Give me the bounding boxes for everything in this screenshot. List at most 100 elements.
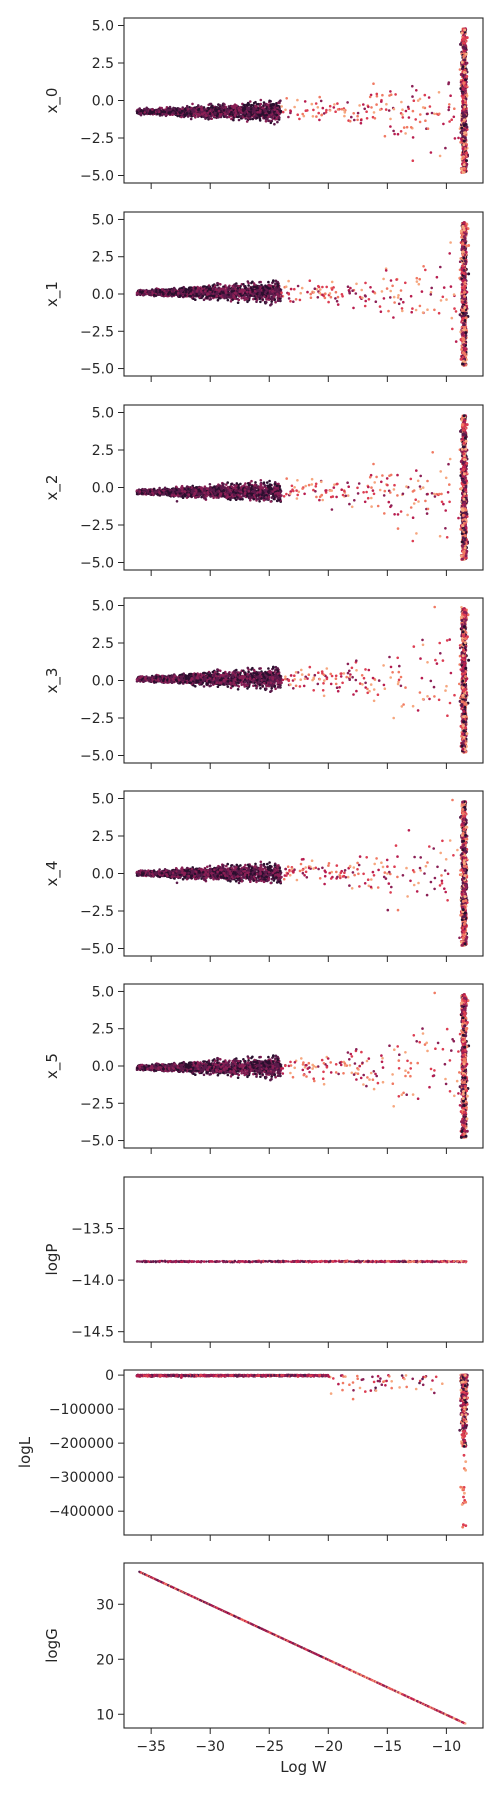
data-point [460, 31, 464, 35]
data-point [250, 290, 254, 293]
data-point [180, 289, 184, 293]
data-point [416, 99, 420, 102]
data-point [197, 108, 200, 112]
data-point [184, 294, 187, 297]
data-point [320, 113, 323, 117]
data-point [253, 292, 256, 295]
data-point [317, 111, 321, 115]
data-point [266, 286, 270, 290]
data-point [280, 105, 284, 108]
data-point [197, 104, 200, 107]
data-point [277, 287, 280, 290]
data-point [253, 116, 256, 119]
data-point [343, 114, 346, 118]
data-point [237, 108, 241, 112]
data-point [352, 112, 356, 115]
data-point [262, 101, 266, 104]
data-point [378, 305, 382, 308]
data-point [342, 108, 346, 112]
panel-x_0: 5.02.50.0−2.5−5.0x_0 [43, 17, 484, 189]
data-point [449, 94, 452, 97]
data-point [255, 289, 259, 292]
data-point [333, 103, 336, 106]
data-point [308, 279, 312, 283]
data-point [256, 111, 259, 114]
data-point [184, 291, 188, 294]
data-point [404, 132, 407, 135]
data-point [417, 282, 421, 286]
y-tick-label: 2.5 [92, 56, 114, 72]
data-point [363, 304, 367, 308]
data-point [368, 95, 372, 99]
data-point [428, 105, 432, 108]
data-point [301, 112, 305, 116]
data-point [358, 295, 362, 299]
data-point [289, 287, 293, 291]
y-tick-label: −2.5 [80, 131, 114, 147]
data-point [187, 110, 190, 113]
data-point [148, 112, 152, 115]
data-point [422, 265, 425, 268]
data-point [437, 91, 441, 94]
data-point [243, 289, 246, 292]
data-point [228, 113, 232, 116]
data-point [451, 327, 454, 331]
data-point [259, 98, 263, 102]
data-point [401, 108, 404, 111]
data-point [359, 118, 363, 122]
data-point [242, 103, 246, 107]
data-point [195, 110, 198, 113]
data-point [364, 295, 367, 298]
data-point [444, 146, 447, 150]
data-point [421, 106, 425, 109]
data-point [226, 298, 230, 302]
data-point [268, 287, 272, 290]
data-point [352, 306, 355, 310]
data-point [225, 115, 229, 119]
data-point [314, 102, 318, 105]
data-point [237, 298, 241, 302]
data-point [234, 284, 237, 288]
data-point [426, 308, 429, 312]
data-point [259, 109, 262, 112]
data-point [268, 283, 271, 287]
data-point [275, 104, 279, 107]
data-point [461, 156, 465, 160]
data-point [448, 103, 451, 106]
data-point [245, 103, 248, 107]
data-point [248, 290, 252, 294]
data-point [429, 151, 433, 154]
data-point [250, 113, 253, 117]
data-point [465, 125, 469, 129]
data-point [461, 99, 465, 103]
data-point [401, 116, 405, 119]
data-point [287, 115, 290, 119]
data-point [462, 143, 466, 147]
data-point [433, 308, 436, 312]
data-point [273, 122, 276, 126]
data-point [454, 310, 458, 313]
data-point [427, 96, 431, 99]
data-point [179, 111, 182, 115]
data-point [411, 307, 414, 310]
data-point [315, 288, 319, 291]
data-point [218, 112, 222, 116]
data-point [209, 109, 212, 112]
y-tick-label: 5.0 [92, 19, 114, 35]
data-point [385, 102, 388, 106]
data-point [462, 71, 466, 74]
data-point [232, 294, 236, 298]
data-point [151, 112, 154, 115]
data-point [453, 137, 457, 140]
data-point [418, 97, 422, 101]
data-point [391, 284, 394, 288]
data-point [211, 284, 215, 287]
data-point [438, 112, 441, 116]
data-point [420, 290, 424, 293]
data-point [222, 109, 226, 112]
data-point [236, 301, 240, 305]
data-point [234, 104, 237, 108]
data-point [459, 73, 463, 77]
data-point [174, 112, 178, 115]
data-point [318, 118, 321, 122]
